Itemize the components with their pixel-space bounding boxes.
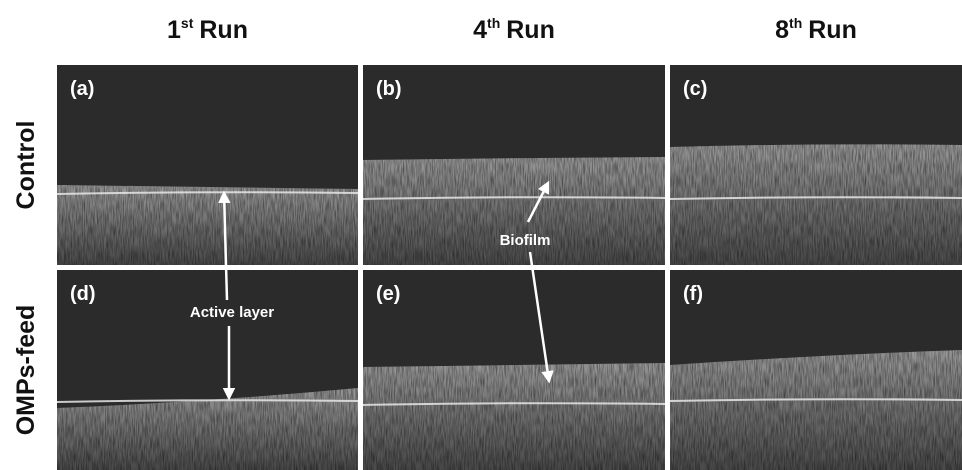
speckle-texture (670, 144, 962, 265)
speckle-texture (57, 185, 358, 265)
panel-label: (f) (683, 283, 703, 305)
annotation-text: Active layer (190, 304, 274, 321)
header-word: Run (199, 16, 248, 44)
figure: (a)(b)(c)(d)(e)(f)1stRun4thRun8thRunCont… (0, 0, 962, 470)
speckle-texture (363, 363, 665, 470)
header-number: 8 (775, 16, 789, 44)
header-superscript: st (181, 15, 194, 31)
panel-label: (c) (683, 78, 707, 100)
header-number: 1 (167, 16, 181, 44)
panel-label: (e) (376, 283, 400, 305)
panel-label: (b) (376, 78, 402, 100)
header-word: Run (808, 16, 857, 44)
header-superscript: th (487, 15, 500, 31)
column-header: 1st Run (167, 15, 248, 44)
panel-label: (d) (70, 283, 96, 305)
annotation-text: Biofilm (500, 232, 551, 249)
column-header: 4th Run (473, 15, 555, 44)
column-header: 8th Run (775, 15, 857, 44)
header-number: 4 (473, 16, 487, 44)
panel-label: (a) (70, 78, 94, 100)
header-superscript: th (789, 15, 802, 31)
row-label: Control (12, 121, 40, 210)
row-label: OMPs-feed (12, 305, 40, 436)
speckle-texture (670, 350, 962, 470)
panel-grid (57, 65, 962, 470)
header-word: Run (506, 16, 555, 44)
